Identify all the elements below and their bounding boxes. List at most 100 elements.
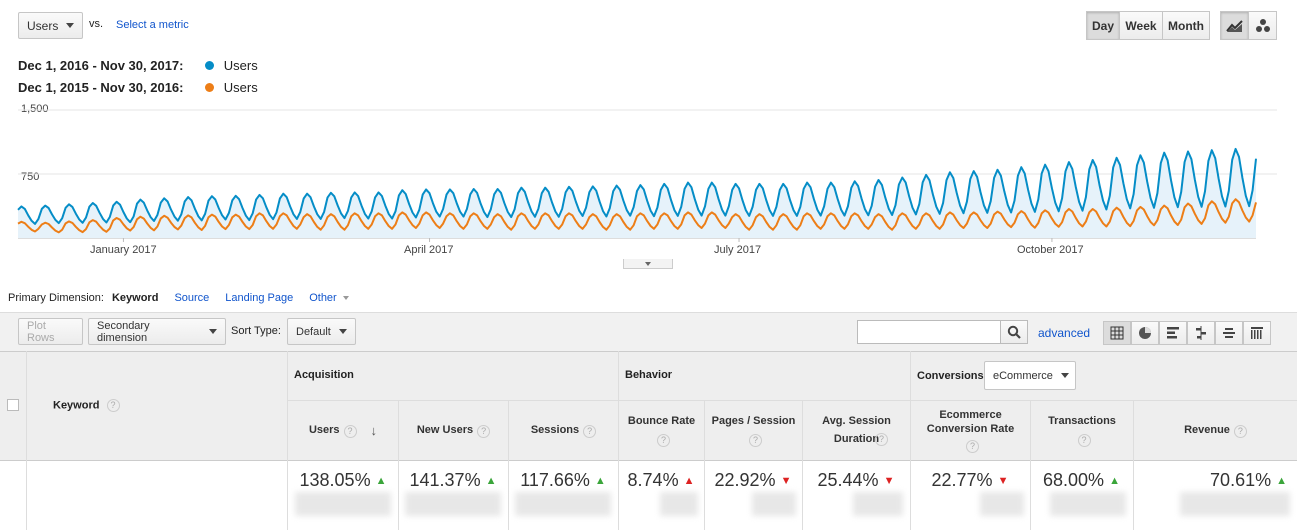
trend-down-icon: ▼ [780, 474, 792, 487]
primary-dimension-label: Primary Dimension: [8, 292, 104, 304]
dimension-other-label: Other [309, 292, 337, 304]
view-comparison-button[interactable] [1187, 321, 1215, 345]
pie-chart-icon [1139, 327, 1151, 339]
help-icon[interactable]: ? [966, 439, 979, 453]
help-icon[interactable]: ? [1077, 433, 1091, 447]
primary-dimension-bar: Primary Dimension: Keyword Source Landin… [8, 292, 349, 304]
value-revenue-text: 70.61% [1210, 470, 1272, 490]
column-header-sessions[interactable]: Sessions ? [508, 401, 618, 461]
select-all-checkbox[interactable] [7, 399, 19, 411]
help-icon[interactable]: ? [477, 424, 491, 438]
chevron-down-icon [66, 23, 75, 28]
sort-type-label: Sort Type: [231, 325, 281, 337]
x-tick-oct: October 2017 [1017, 244, 1084, 256]
help-icon[interactable]: ? [749, 433, 762, 447]
granularity-week-label: Week [1125, 18, 1157, 33]
conversions-type-dropdown[interactable]: eCommerce [984, 361, 1076, 390]
redacted-value [515, 492, 611, 516]
legend-range-current: Dec 1, 2016 - Nov 30, 2017: [18, 58, 184, 73]
column-header-ecommerce-conversion-rate[interactable]: Ecommerce Conversion Rate ? [910, 401, 1030, 461]
value-sessions-text: 117.66% [520, 470, 590, 490]
table-search-input[interactable] [857, 320, 1001, 344]
column-divider [1030, 461, 1031, 530]
trend-up-icon: ▲ [1109, 474, 1120, 487]
column-header-users[interactable]: Users ? ↓ [288, 401, 398, 461]
view-performance-button[interactable] [1159, 321, 1187, 345]
column-label-new-users: New Users [416, 424, 474, 437]
x-tick-jan: January 2017 [90, 244, 157, 256]
redacted-value [1050, 492, 1126, 516]
column-header-avg-session-duration[interactable]: Avg. Session Duration ? [802, 401, 910, 461]
redacted-value [980, 492, 1024, 516]
legend-dot-previous [205, 83, 215, 92]
column-label-users: Users [308, 424, 340, 437]
view-term-cloud-button[interactable] [1215, 321, 1243, 345]
column-header-revenue[interactable]: Revenue ? [1133, 401, 1297, 461]
column-label-transactions: Transactions [1048, 415, 1116, 428]
trend-down-icon: ▼ [997, 474, 1009, 487]
users-line-chart [17, 109, 1277, 242]
keyword-column-header[interactable]: Keyword ? [53, 399, 120, 412]
redacted-value [295, 492, 391, 516]
help-icon[interactable]: ? [106, 399, 120, 412]
granularity-week-button[interactable]: Week [1119, 11, 1163, 40]
x-tick-apr: April 2017 [404, 244, 454, 256]
dimension-source[interactable]: Source [174, 292, 210, 304]
table-grid-icon [1110, 326, 1124, 340]
motion-chart-button[interactable] [1248, 11, 1277, 40]
metric-dropdown[interactable]: Users [18, 12, 83, 39]
column-header-new-users[interactable]: New Users ? [398, 401, 508, 461]
chart-collapse-handle[interactable] [623, 259, 673, 269]
value-ecommerce-conversion-rate: 22.77% ▼ [910, 470, 1030, 491]
dimension-other[interactable]: Other [309, 292, 349, 304]
help-icon[interactable]: ? [875, 433, 888, 446]
x-tick-jul: July 2017 [714, 244, 762, 256]
value-users-text: 138.05% [299, 470, 371, 490]
select-metric-link[interactable]: Select a metric [116, 19, 189, 31]
plot-rows-label: Plot Rows [27, 319, 55, 344]
group-header-divider [287, 400, 1297, 401]
granularity-day-button[interactable]: Day [1086, 11, 1120, 40]
sort-type-dropdown[interactable]: Default [287, 318, 356, 345]
legend-range-previous: Dec 1, 2015 - Nov 30, 2016: [18, 80, 184, 95]
granularity-month-button[interactable]: Month [1162, 11, 1210, 40]
value-new-users-text: 141.37% [409, 470, 481, 490]
column-header-bounce-rate[interactable]: Bounce Rate ? [618, 401, 704, 461]
line-chart-button[interactable] [1220, 11, 1249, 40]
value-revenue: 70.61% ▲ [1133, 470, 1297, 491]
sort-descending-icon: ↓ [370, 422, 378, 438]
search-button[interactable] [1000, 320, 1028, 344]
plot-rows-button[interactable]: Plot Rows [18, 318, 83, 345]
column-header-pages-session[interactable]: Pages / Session ? [704, 401, 802, 461]
help-icon[interactable]: ? [583, 424, 597, 438]
value-bounce-rate: 8.74% ▲ [618, 470, 704, 491]
help-icon[interactable]: ? [657, 433, 670, 447]
column-label-pages-session: Pages / Session [711, 415, 796, 428]
series-line-current[interactable] [17, 147, 1257, 225]
redacted-value [1180, 492, 1290, 516]
legend-row-current: Dec 1, 2016 - Nov 30, 2017: Users [18, 58, 258, 73]
column-divider [618, 461, 619, 530]
secondary-dimension-dropdown[interactable]: Secondary dimension [88, 318, 226, 345]
series-line-previous[interactable] [17, 198, 1257, 234]
value-pages-session: 22.92% ▼ [704, 470, 802, 491]
vs-label: vs. [89, 18, 104, 30]
dimension-landing-page[interactable]: Landing Page [225, 292, 294, 304]
column-label-bounce-rate: Bounce Rate [627, 415, 696, 428]
value-sessions: 117.66% ▲ [508, 470, 618, 491]
dimension-keyword[interactable]: Keyword [111, 292, 159, 304]
value-transactions-text: 68.00% [1043, 470, 1105, 490]
help-icon[interactable]: ? [1233, 424, 1247, 438]
metric-dropdown-label: Users [27, 18, 59, 33]
help-icon[interactable]: ? [343, 424, 357, 438]
view-table-button[interactable] [1103, 321, 1131, 345]
redacted-value [405, 492, 501, 516]
column-header-transactions[interactable]: Transactions ? [1030, 401, 1133, 461]
advanced-link[interactable]: advanced [1038, 326, 1091, 340]
column-divider [398, 461, 399, 530]
secondary-dimension-label: Secondary dimension [97, 319, 150, 344]
trend-up-icon: ▲ [375, 474, 387, 487]
trend-up-bad-icon: ▲ [683, 474, 695, 487]
view-pivot-button[interactable] [1243, 321, 1271, 345]
view-pie-button[interactable] [1131, 321, 1159, 345]
